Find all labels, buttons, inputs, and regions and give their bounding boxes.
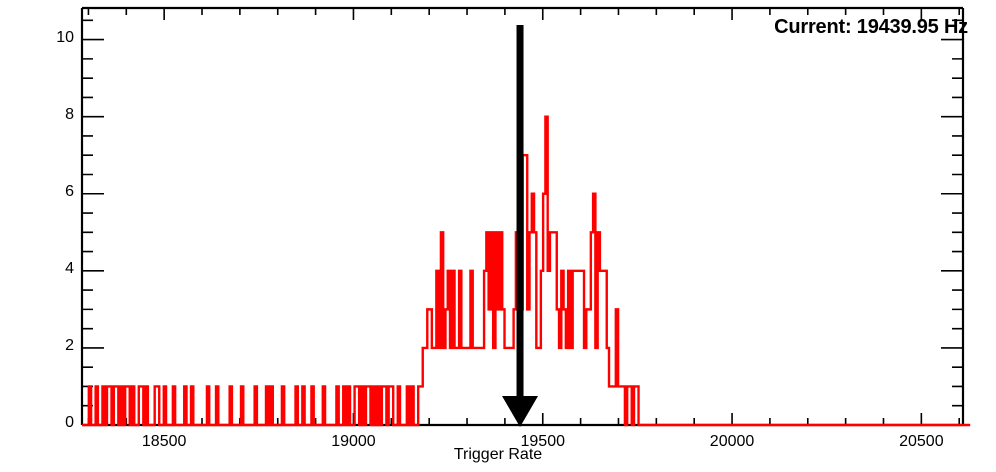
y-tick-label: 10 [56,28,74,46]
y-tick-label: 8 [65,105,74,123]
y-tick-label: 4 [65,259,74,277]
x-tick-label: 20500 [899,433,944,450]
y-tick-label: 2 [65,336,74,354]
current-value-arrow-marker [502,25,539,427]
x-tick-label: 18500 [141,433,187,450]
y-tick-label: 0 [65,414,74,431]
y-tick-label: 6 [65,182,74,200]
x-tick-label: 20000 [709,433,755,450]
x-tick-label: 19500 [520,433,566,450]
histogram-outline [82,115,971,427]
x-tick-label: 19000 [331,433,376,450]
x-axis-title: Trigger Rate [453,446,543,463]
current-value-label: Current: 19439.95 Hz [774,16,968,38]
axes-frame [80,6,965,427]
